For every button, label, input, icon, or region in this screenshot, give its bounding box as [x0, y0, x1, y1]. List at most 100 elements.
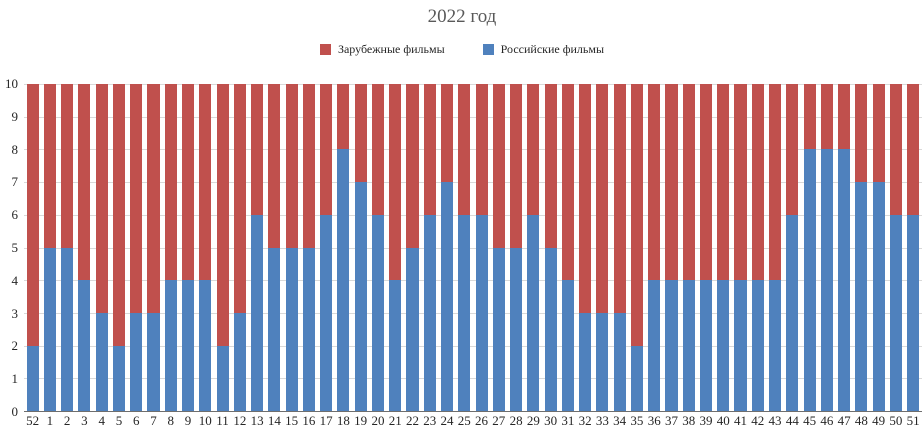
legend-item-foreign-films: Зарубежные фильмы — [319, 43, 445, 55]
bar-segment-foreign-films — [302, 84, 315, 248]
bar-segment-russian-films — [872, 182, 885, 411]
x-tick-label: 15 — [285, 413, 299, 428]
bar-segment-russian-films — [648, 280, 661, 411]
bar-slot — [835, 84, 852, 411]
bar-segment-russian-films — [838, 149, 851, 411]
bar-segment-russian-films — [95, 312, 108, 411]
bar-segment-russian-films — [544, 247, 557, 411]
x-tick-label: 28 — [509, 413, 523, 428]
bar-segment-foreign-films — [164, 84, 177, 281]
bar-segment-foreign-films — [579, 84, 592, 313]
bar-segment-russian-films — [440, 182, 454, 411]
stacked-bar-week-51 — [907, 84, 920, 411]
x-tick-label: 39 — [699, 413, 713, 428]
x-tick-label: 11 — [216, 413, 229, 428]
x-tick-label: 47 — [837, 413, 851, 428]
bar-segment-russian-films — [164, 280, 177, 411]
bar-slot — [577, 84, 594, 411]
bar-slot — [231, 84, 248, 411]
bar-slot — [248, 84, 265, 411]
x-tick-label: 44 — [785, 413, 799, 428]
stacked-bar-week-8 — [164, 84, 177, 411]
bar-segment-foreign-films — [648, 84, 661, 281]
bar-segment-russian-films — [527, 214, 540, 411]
stacked-bar-week-23 — [423, 84, 436, 411]
stacked-bar-week-24 — [440, 84, 454, 411]
x-tick-label: 41 — [734, 413, 748, 428]
bar-segment-foreign-films — [354, 84, 367, 183]
stacked-bar-week-25 — [458, 84, 471, 411]
stacked-bar-week-26 — [475, 84, 488, 411]
x-tick-label: 10 — [198, 413, 212, 428]
x-tick-label: 8 — [167, 413, 175, 428]
bar-segment-russian-films — [26, 345, 39, 411]
bar-segment-russian-films — [855, 182, 868, 411]
stacked-bar-week-52 — [26, 84, 39, 411]
bar-segment-foreign-films — [147, 84, 160, 313]
stacked-bar-week-5 — [112, 84, 125, 411]
bar-segment-russian-films — [181, 280, 195, 411]
grid-line — [24, 182, 922, 184]
bar-segment-russian-films — [699, 280, 713, 411]
stacked-bar-week-18 — [337, 84, 350, 411]
bar-segment-russian-films — [769, 280, 782, 411]
bar-segment-foreign-films — [130, 84, 143, 313]
stacked-bar-week-22 — [406, 84, 419, 411]
bar-slot — [59, 84, 76, 411]
bar-segment-foreign-films — [26, 84, 39, 346]
bar-segment-foreign-films — [216, 84, 229, 346]
bar-slot — [421, 84, 438, 411]
x-tick-label: 48 — [854, 413, 868, 428]
bar-slot — [559, 84, 576, 411]
stacked-bar-week-16 — [302, 84, 315, 411]
bar-slot — [110, 84, 127, 411]
bar-segment-russian-films — [889, 214, 902, 411]
grid-line — [24, 247, 922, 249]
bar-segment-foreign-films — [337, 84, 350, 150]
stacked-bar-week-38 — [682, 84, 695, 411]
x-tick-label: 27 — [492, 413, 506, 428]
bar-slot — [93, 84, 110, 411]
bar-slot — [214, 84, 231, 411]
bar-segment-russian-films — [475, 214, 488, 411]
bar-segment-foreign-films — [285, 84, 298, 248]
x-tick-label: 13 — [250, 413, 264, 428]
stacked-bar-week-27 — [492, 84, 505, 411]
bar-slot — [473, 84, 490, 411]
bar-slot — [300, 84, 317, 411]
stacked-bar-week-32 — [579, 84, 592, 411]
bar-slot — [715, 84, 732, 411]
bar-slot — [266, 84, 283, 411]
bar-segment-foreign-films — [561, 84, 574, 281]
bar-segment-russian-films — [147, 312, 160, 411]
chart-legend: Зарубежные фильмы Российские фильмы — [0, 43, 924, 55]
bar-slot — [387, 84, 404, 411]
bar-slot — [197, 84, 214, 411]
grid-line — [24, 84, 922, 85]
bar-segment-foreign-films — [406, 84, 419, 248]
stacked-bar-week-46 — [820, 84, 833, 411]
bar-segment-russian-films — [492, 247, 505, 411]
bar-segment-russian-films — [596, 312, 609, 411]
x-tick-label: 34 — [613, 413, 627, 428]
bar-segment-russian-films — [613, 312, 626, 411]
bar-slot — [525, 84, 542, 411]
bar-slot — [542, 84, 559, 411]
bar-segment-foreign-films — [889, 84, 902, 215]
bar-segment-foreign-films — [78, 84, 91, 281]
bar-segment-foreign-films — [371, 84, 384, 215]
bar-slot — [680, 84, 697, 411]
bar-segment-foreign-films — [112, 84, 125, 346]
grid-line — [24, 280, 922, 282]
stacked-bar-week-31 — [561, 84, 574, 411]
bar-slot — [128, 84, 145, 411]
x-tick-label: 51 — [906, 413, 920, 428]
bar-segment-foreign-films — [751, 84, 764, 281]
bar-slot — [663, 84, 680, 411]
bar-segment-foreign-films — [665, 84, 678, 281]
bar-slot — [818, 84, 835, 411]
bar-slot — [24, 84, 41, 411]
bar-segment-foreign-films — [233, 84, 246, 313]
stacked-bar-week-43 — [769, 84, 782, 411]
